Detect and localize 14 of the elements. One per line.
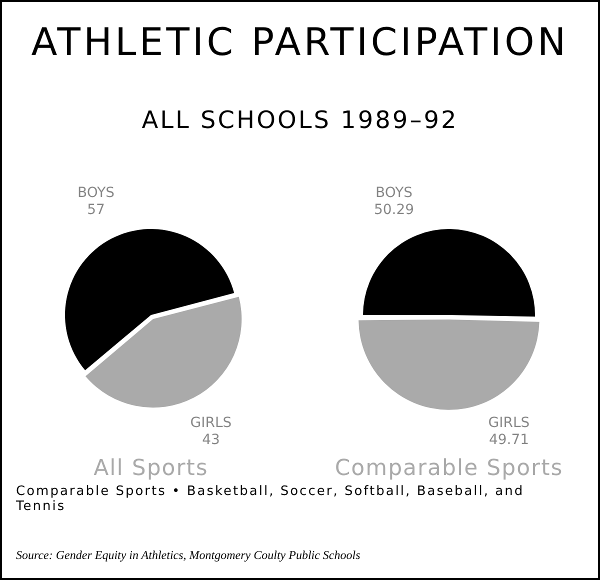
slice-label: BOYS (375, 185, 413, 201)
data-label: 49.71 (488, 432, 530, 448)
text: ALL SCHOOLS 1989–92 (140, 106, 460, 134)
text: Comparable Sports • Basketball, Soccer, Softball, Baseball, and Tennis (16, 484, 526, 514)
data-label: 50.29 (374, 202, 414, 218)
slice-label: GIRLS (190, 415, 232, 431)
chart-title: ATHLETIC PARTICIPATION (30, 20, 570, 64)
source-note: Source: Gender Equity in Athletics, Montgomery Coulty Public Schools (16, 548, 362, 563)
data-label: 43 (202, 432, 220, 448)
slice-label: GIRLS (488, 415, 530, 431)
data-label: 57 (87, 202, 105, 218)
slice-label: BOYS (77, 185, 115, 201)
text: Comparable Sports (334, 456, 564, 481)
text: All Sports (92, 456, 210, 481)
